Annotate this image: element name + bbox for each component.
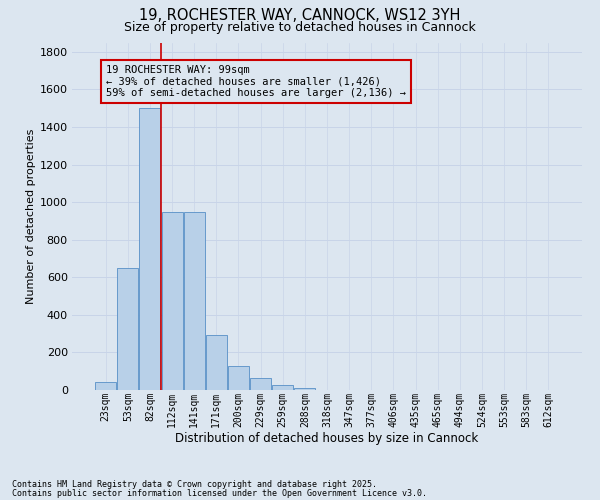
- Text: Size of property relative to detached houses in Cannock: Size of property relative to detached ho…: [124, 21, 476, 34]
- Bar: [139, 108, 160, 390]
- Text: Contains HM Land Registry data © Crown copyright and database right 2025.: Contains HM Land Registry data © Crown c…: [12, 480, 377, 489]
- Bar: [95, 382, 116, 390]
- Text: Contains public sector information licensed under the Open Government Licence v3: Contains public sector information licen…: [12, 489, 427, 498]
- Bar: [206, 334, 227, 390]
- Bar: [295, 388, 316, 390]
- Bar: [118, 268, 139, 390]
- Y-axis label: Number of detached properties: Number of detached properties: [26, 128, 35, 304]
- Bar: [272, 386, 293, 390]
- Bar: [228, 366, 249, 390]
- Bar: [184, 212, 205, 390]
- Bar: [161, 212, 182, 390]
- Text: 19 ROCHESTER WAY: 99sqm
← 39% of detached houses are smaller (1,426)
59% of semi: 19 ROCHESTER WAY: 99sqm ← 39% of detache…: [106, 65, 406, 98]
- Bar: [250, 378, 271, 390]
- X-axis label: Distribution of detached houses by size in Cannock: Distribution of detached houses by size …: [175, 432, 479, 445]
- Text: 19, ROCHESTER WAY, CANNOCK, WS12 3YH: 19, ROCHESTER WAY, CANNOCK, WS12 3YH: [139, 8, 461, 22]
